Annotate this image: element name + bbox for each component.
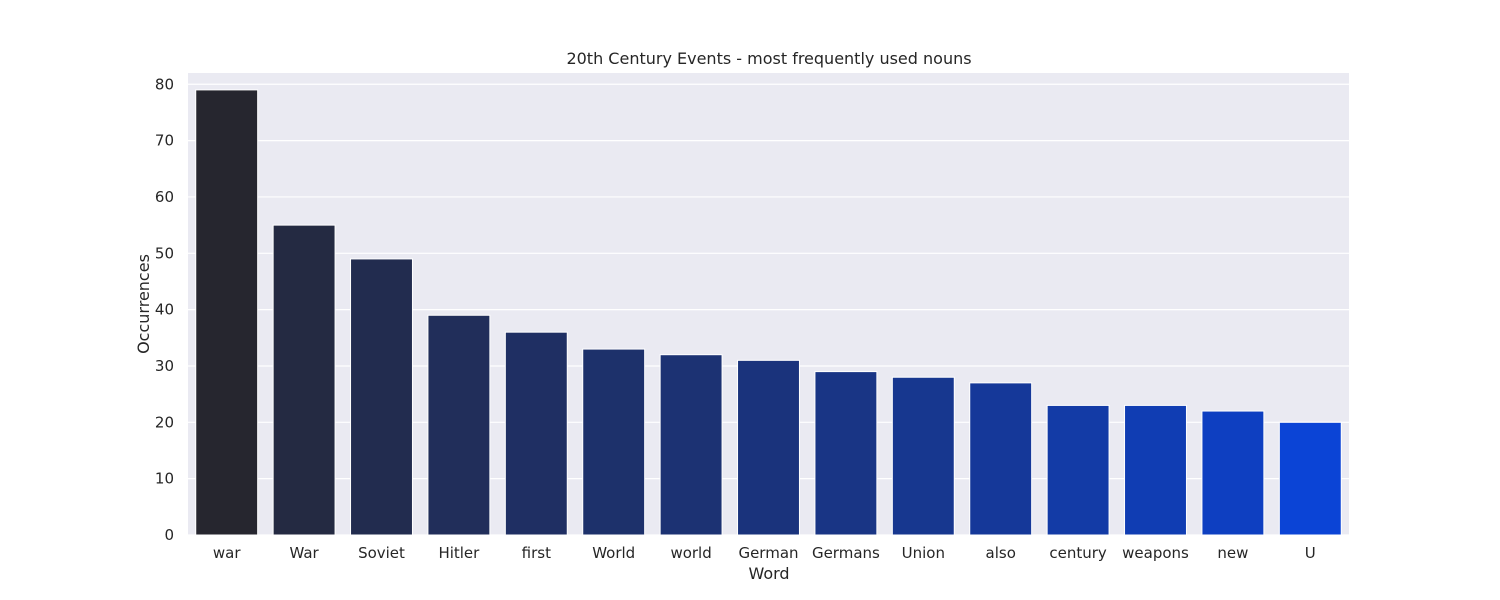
bar-soviet: [350, 258, 413, 536]
x-tick-label: new: [1217, 544, 1248, 562]
x-tick-label: War: [289, 544, 319, 562]
bars: [195, 89, 1342, 536]
bar-hitler: [427, 314, 491, 536]
x-tick-label: Germans: [812, 544, 880, 562]
bar-world: [659, 354, 723, 536]
x-axis-ticks: war War Soviet Hitler first World world German G…: [213, 544, 1316, 562]
bar-war: [272, 224, 336, 536]
bar-union: [891, 376, 955, 536]
bar-new: [1201, 410, 1265, 536]
y-tick-label: 80: [155, 75, 174, 93]
y-axis-label: Occurrences: [134, 254, 153, 354]
x-tick-label: also: [986, 544, 1016, 562]
y-tick-label: 0: [164, 526, 174, 544]
x-tick-label: century: [1049, 544, 1107, 562]
x-tick-label: weapons: [1122, 544, 1189, 562]
bar-century: [1046, 404, 1110, 536]
x-tick-label: Hitler: [438, 544, 480, 562]
y-tick-label: 20: [155, 413, 174, 431]
chart-title: 20th Century Events - most frequently us…: [566, 49, 971, 68]
x-tick-label: U: [1305, 544, 1316, 562]
x-tick-label: world: [670, 544, 711, 562]
x-tick-label: Union: [902, 544, 945, 562]
y-tick-label: 30: [155, 357, 174, 375]
bar-world: [582, 348, 646, 536]
x-tick-label: war: [213, 544, 241, 562]
bar-first: [504, 331, 568, 536]
x-tick-label: World: [592, 544, 635, 562]
y-tick-label: 10: [155, 470, 174, 488]
y-axis-ticks: 0 10 20 30 40 50 60 70 80: [155, 75, 174, 544]
x-axis-label: Word: [748, 564, 789, 583]
bar-german: [737, 359, 800, 536]
bar-also: [969, 382, 1033, 536]
bar-war: [195, 89, 259, 536]
x-tick-label: German: [738, 544, 798, 562]
x-tick-label: Soviet: [358, 544, 405, 562]
bar-u: [1278, 421, 1342, 536]
x-tick-label: first: [522, 544, 551, 562]
y-tick-label: 60: [155, 188, 174, 206]
bar-germans: [814, 371, 878, 536]
bar-weapons: [1124, 404, 1187, 536]
y-tick-label: 70: [155, 132, 174, 150]
y-tick-label: 50: [155, 244, 174, 262]
y-tick-label: 40: [155, 301, 174, 319]
